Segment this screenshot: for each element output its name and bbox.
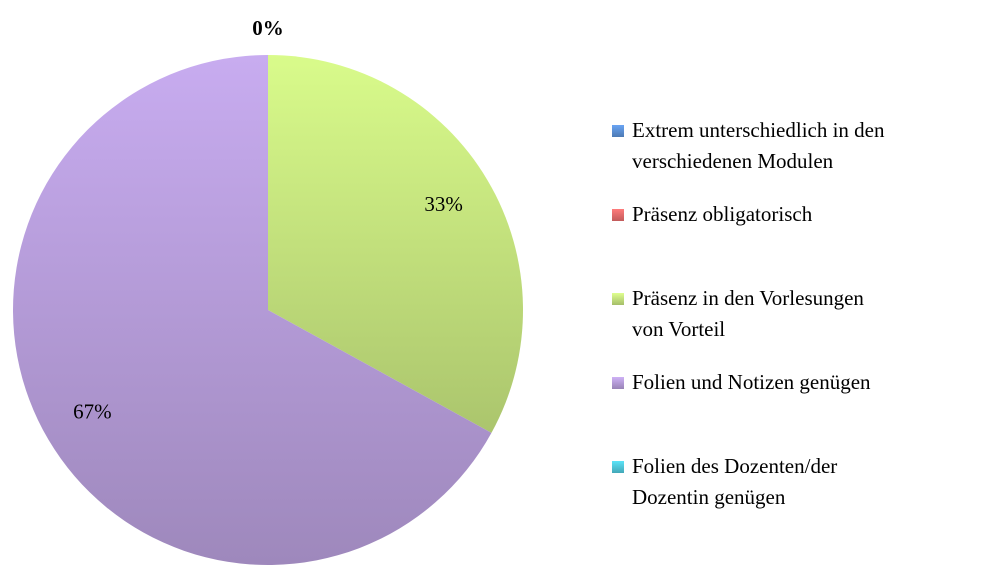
legend-label: Folien des Dozenten/der Dozentin genügen <box>632 454 838 509</box>
data-label: 0% <box>252 16 284 40</box>
legend-label: Folien und Notizen genügen <box>632 370 871 394</box>
legend-swatch <box>612 377 624 389</box>
data-label: 67% <box>73 400 112 424</box>
legend-label: Extrem unterschiedlich in den verschiede… <box>632 118 885 173</box>
legend-label: Präsenz obligatorisch <box>632 202 813 226</box>
legend-swatch <box>612 209 624 221</box>
pie-slice <box>268 55 524 433</box>
legend-swatch <box>612 125 624 137</box>
legend-swatch <box>612 293 624 305</box>
legend-label: Präsenz in den Vorlesungen von Vorteil <box>632 286 864 341</box>
data-label: 33% <box>424 192 463 216</box>
legend-swatch <box>612 461 624 473</box>
pie-slice <box>13 55 492 566</box>
